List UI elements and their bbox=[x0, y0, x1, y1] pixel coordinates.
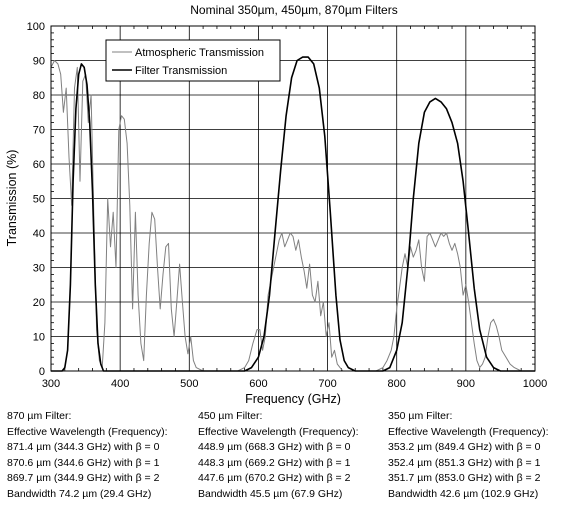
x-tick-label: 700 bbox=[318, 378, 336, 390]
y-tick-label: 80 bbox=[33, 90, 45, 102]
panel-line: 351.7 µm (853.0 GHz) with β = 2 bbox=[388, 472, 541, 485]
y-tick-label: 20 bbox=[33, 297, 45, 309]
legend-label-filter: Filter Transmission bbox=[135, 65, 227, 77]
y-tick-label: 90 bbox=[33, 56, 45, 68]
y-tick-label: 40 bbox=[33, 228, 45, 240]
legend-label-atmospheric: Atmospheric Transmission bbox=[135, 47, 264, 59]
legend: Atmospheric Transmission Filter Transmis… bbox=[105, 39, 281, 82]
panel-line: 870.6 µm (344.6 GHz) with β = 1 bbox=[7, 456, 160, 469]
x-tick-label: 300 bbox=[42, 378, 60, 390]
panel-350um-filter: 350 µm Filter: Effective Wavelength (Fre… bbox=[388, 409, 568, 503]
x-tick-label: 900 bbox=[457, 378, 475, 390]
panel-line: 869.7 µm (344.9 GHz) with β = 2 bbox=[7, 472, 160, 485]
atmospheric-transmission-line bbox=[50, 60, 535, 372]
panel-heading: 350 µm Filter: bbox=[388, 410, 453, 422]
y-tick-label: 50 bbox=[33, 194, 45, 206]
y-tick-label: 30 bbox=[33, 263, 45, 275]
x-tick-label: 600 bbox=[249, 378, 267, 390]
x-tick-label: 800 bbox=[388, 378, 406, 390]
y-tick-label: 100 bbox=[27, 21, 45, 33]
panel-bandwidth: Bandwidth 42.6 µm (102.9 GHz) bbox=[388, 487, 539, 500]
x-tick-label: 500 bbox=[180, 378, 198, 390]
y-tick-label: 0 bbox=[39, 366, 45, 378]
panel-subheading: Effective Wavelength (Frequency): bbox=[198, 425, 359, 438]
x-axis-ticks: 300 400 500 600 700 800 900 1000 bbox=[42, 26, 547, 390]
chart-title: Nominal 350µm, 450µm, 870µm Filters bbox=[190, 3, 397, 17]
filter-transmission-chart: Nominal 350µm, 450µm, 870µm Filters 0 10 2… bbox=[5, 3, 547, 405]
panel-heading: 870 µm Filter: bbox=[7, 410, 72, 422]
legend-box bbox=[105, 39, 281, 82]
plot-frame bbox=[50, 25, 536, 372]
x-axis-label: Frequency (GHz) bbox=[245, 392, 341, 405]
filter-transmission-line bbox=[51, 56, 535, 372]
y-axis-label: Transmission (%) bbox=[5, 150, 19, 247]
panel-line: 447.6 µm (670.2 GHz) with β = 2 bbox=[198, 472, 351, 485]
y-tick-label: 60 bbox=[33, 159, 45, 171]
panel-subheading: Effective Wavelength (Frequency): bbox=[388, 425, 549, 438]
panel-heading: 450 µm Filter: bbox=[198, 410, 263, 422]
y-tick-label: 70 bbox=[33, 125, 45, 137]
panel-subheading: Effective Wavelength (Frequency): bbox=[7, 425, 168, 438]
y-tick-label: 10 bbox=[33, 332, 45, 344]
panel-line: 353.2 µm (849.4 GHz) with β = 0 bbox=[388, 441, 541, 454]
panel-bandwidth: Bandwidth 45.5 µm (67.9 GHz) bbox=[198, 487, 343, 500]
panel-line: 448.3 µm (669.2 GHz) with β = 1 bbox=[198, 456, 351, 469]
y-axis-ticks: 0 10 20 30 40 50 60 70 80 90 100 bbox=[27, 21, 535, 378]
x-tick-label: 400 bbox=[111, 378, 129, 390]
panel-line: 352.4 µm (851.3 GHz) with β = 1 bbox=[388, 456, 541, 469]
series-group bbox=[50, 56, 535, 372]
panel-bandwidth: Bandwidth 74.2 µm (29.4 GHz) bbox=[7, 487, 152, 500]
panel-450um-filter: 450 µm Filter: Effective Wavelength (Fre… bbox=[198, 409, 383, 503]
x-tick-label: 1000 bbox=[523, 378, 547, 390]
panel-line: 871.4 µm (344.3 GHz) with β = 0 bbox=[7, 441, 160, 454]
panel-870um-filter: 870 µm Filter: Effective Wavelength (Fre… bbox=[7, 409, 192, 503]
panel-line: 448.9 µm (668.3 GHz) with β = 0 bbox=[198, 441, 351, 454]
